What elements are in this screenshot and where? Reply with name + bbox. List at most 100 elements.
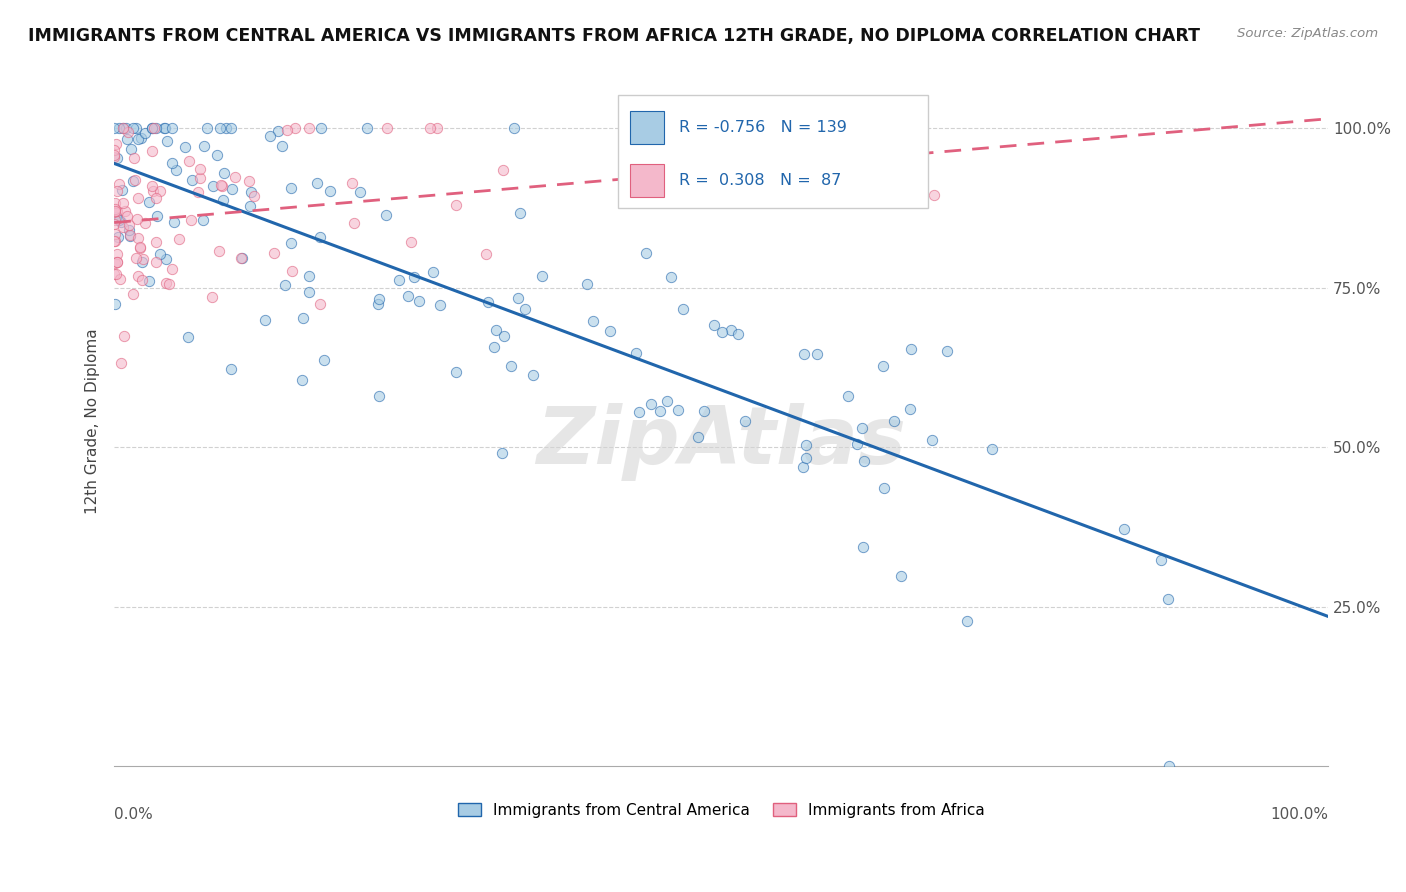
Point [201,178,224,193]
Point [340,176,363,190]
Point [105,247,128,261]
Point [112,219,135,234]
Point [105,254,128,268]
Point [305,177,328,191]
Point [404,270,426,285]
Point [105,255,128,269]
Point [898,401,921,416]
Point [1150,553,1173,567]
Point [806,347,828,361]
Point [180,213,202,227]
Point [205,148,228,162]
Point [692,404,714,418]
Point [103,217,125,231]
Point [502,121,524,136]
Point [111,196,134,211]
FancyBboxPatch shape [619,95,928,208]
Point [209,121,232,136]
Point [298,268,321,283]
Point [127,191,149,205]
Point [276,123,298,137]
Point [530,269,553,284]
Point [628,405,651,419]
Point [274,277,297,292]
Point [238,173,260,187]
Point [125,211,148,226]
Point [208,244,231,258]
Point [188,170,211,185]
Point [108,271,131,285]
Point [475,247,498,261]
Point [141,121,163,136]
Point [349,186,371,200]
Point [163,214,186,228]
Point [672,301,695,316]
Point [155,276,177,290]
Point [105,204,128,219]
Point [298,121,321,136]
Point [145,254,167,268]
Point [792,459,814,474]
Point [280,263,302,277]
Point [298,285,321,299]
Point [153,121,176,136]
Point [845,436,868,450]
Point [343,216,366,230]
Point [195,121,218,136]
Point [309,121,332,136]
Point [160,121,183,136]
Point [956,615,979,629]
Point [138,274,160,288]
Point [134,126,156,140]
Bar [630,112,664,145]
Point [271,138,294,153]
Point [103,121,125,136]
Point [659,270,682,285]
Point [624,346,647,360]
Point [104,136,127,151]
Point [174,139,197,153]
Point [703,318,725,333]
Point [121,287,143,301]
Point [239,185,262,199]
Point [104,267,127,281]
Point [129,240,152,254]
Text: IMMIGRANTS FROM CENTRAL AMERICA VS IMMIGRANTS FROM AFRICA 12TH GRADE, NO DIPLOMA: IMMIGRANTS FROM CENTRAL AMERICA VS IMMIG… [28,27,1201,45]
Point [419,121,441,136]
Point [375,208,398,222]
Point [104,296,127,310]
Point [125,252,148,266]
Point [872,481,894,495]
Point [263,245,285,260]
Point [160,261,183,276]
Point [153,121,176,136]
Point [187,186,209,200]
Point [309,230,332,244]
Point [429,297,451,311]
Point [142,121,165,136]
Point [149,246,172,260]
Point [477,295,499,310]
Point [485,322,508,336]
Point [211,178,233,193]
Point [115,131,138,145]
Point [103,150,125,164]
Point [141,121,163,136]
Point [506,291,529,305]
Point [162,156,184,170]
Point [211,194,233,208]
Point [145,191,167,205]
Point [141,179,163,194]
Point [104,196,127,211]
Point [110,215,132,229]
Point [981,442,1004,457]
Point [115,209,138,223]
Point [121,121,143,136]
Text: ZipAtlas: ZipAtlas [536,403,905,482]
Point [193,138,215,153]
Point [734,414,756,428]
Point [356,121,378,136]
Point [368,292,391,306]
Point [259,129,281,144]
Point [104,210,127,224]
